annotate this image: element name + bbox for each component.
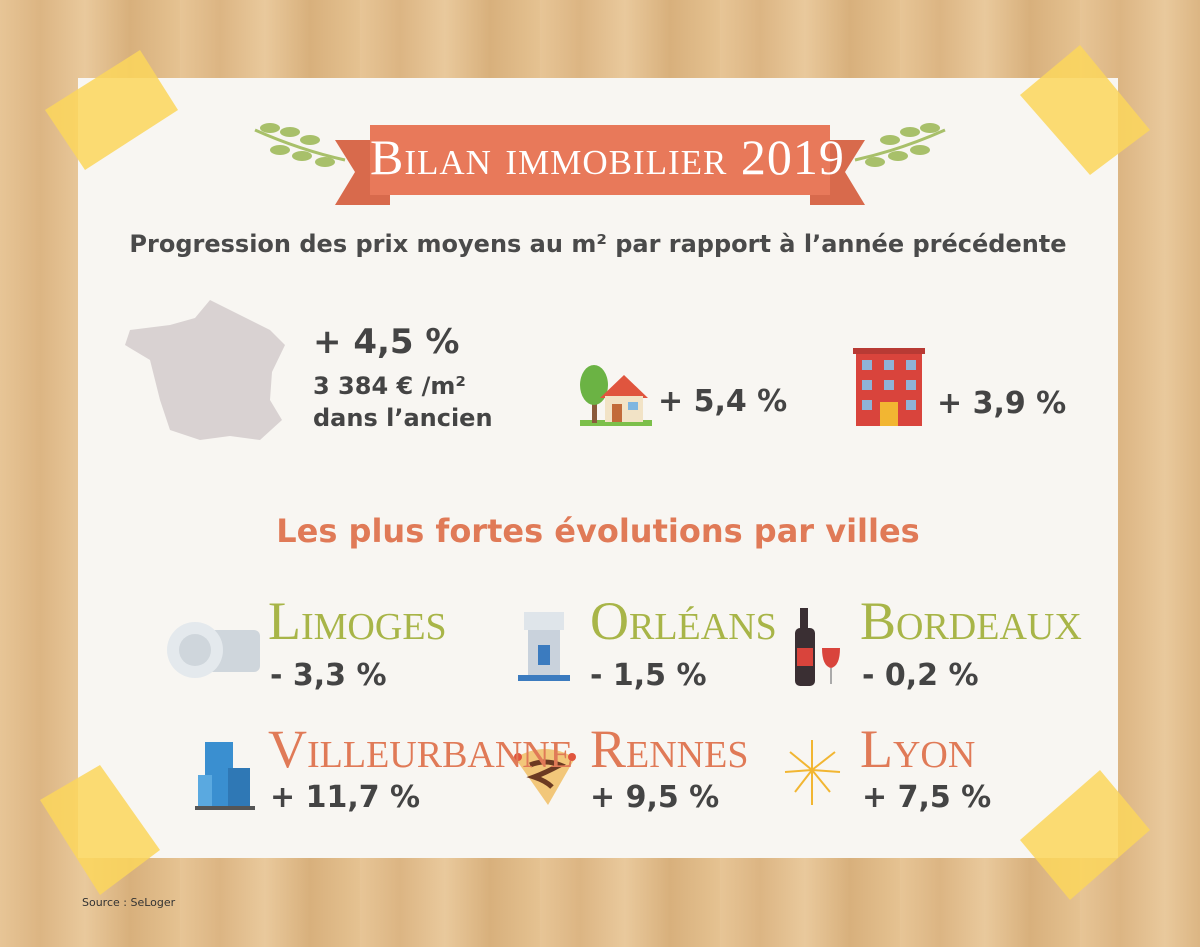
tower-icon	[518, 612, 570, 681]
source: Source : SeLoger	[82, 896, 176, 909]
city-change: + 7,5 %	[862, 780, 992, 815]
plates-icon	[167, 622, 260, 678]
national-note: dans l’ancien	[313, 404, 493, 432]
house-change: + 5,4 %	[658, 384, 788, 419]
city-name: Lyon	[860, 719, 976, 779]
building-icon	[853, 348, 925, 426]
city-name: Bordeaux	[860, 591, 1082, 651]
city-change: - 0,2 %	[862, 658, 979, 693]
apartment-change: + 3,9 %	[937, 386, 1067, 421]
city-name: Limoges	[268, 591, 447, 651]
city-change: + 9,5 %	[590, 780, 720, 815]
city-name: Rennes	[590, 719, 749, 779]
subtitle: Progression des prix moyens au m² par ra…	[129, 230, 1067, 258]
paper	[78, 78, 1118, 858]
city-name: Villeurbanne	[268, 719, 573, 779]
city-change: - 3,3 %	[270, 658, 387, 693]
city-name: Orléans	[590, 591, 777, 651]
national-change: + 4,5 %	[313, 322, 460, 362]
france-map	[125, 300, 285, 440]
fireworks-icon	[784, 740, 841, 805]
section-title: Les plus fortes évolutions par villes	[276, 512, 920, 550]
wine-icon	[795, 608, 840, 686]
national-price: 3 384 € /m²	[313, 372, 466, 400]
laurel	[254, 123, 946, 167]
skyscraper-icon	[195, 742, 255, 810]
city-change: + 11,7 %	[270, 780, 421, 815]
city-change: - 1,5 %	[590, 658, 707, 693]
crepe-icon	[514, 749, 576, 805]
banner	[335, 125, 865, 205]
house-icon	[580, 365, 652, 426]
title: Bilan immobilier 2019	[370, 129, 845, 185]
tape	[40, 45, 1150, 900]
